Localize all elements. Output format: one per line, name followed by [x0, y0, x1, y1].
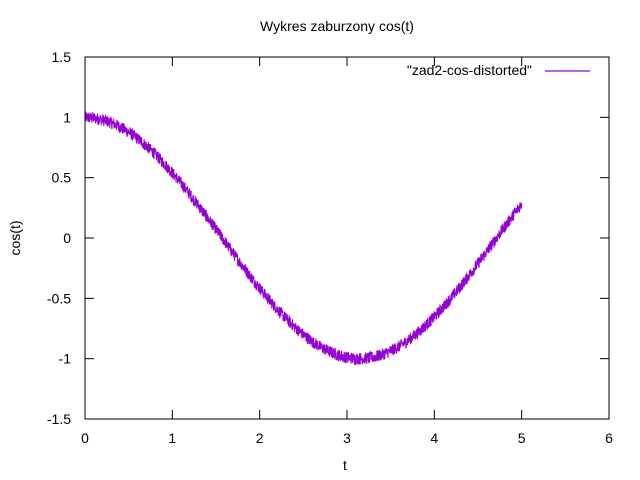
plot-frame	[84, 56, 610, 420]
y-tick-label: -1	[59, 351, 72, 367]
y-tick-label: 1.5	[52, 49, 72, 65]
data-point	[224, 240, 226, 243]
data-point	[468, 274, 470, 276]
data-point	[145, 145, 147, 147]
data-point	[451, 296, 453, 298]
legend-label: "zad2-cos-distorted"	[407, 62, 532, 78]
axis-ticks: 0 1 2 3 4 5 6 -1.5 -1 -0.5 0 0.5 1 1.5	[47, 49, 613, 446]
data-point	[425, 325, 427, 327]
data-point	[250, 276, 252, 278]
data-point	[442, 306, 444, 308]
data-point	[276, 308, 278, 310]
data-point	[128, 131, 130, 133]
data-point	[110, 122, 112, 124]
data-point	[93, 117, 95, 119]
data-point	[320, 346, 322, 348]
data-point	[136, 137, 138, 140]
data-point	[189, 193, 191, 195]
data-point	[416, 332, 418, 335]
data-point	[372, 356, 374, 358]
data-point	[503, 226, 505, 229]
data-point	[197, 205, 200, 207]
y-tick-label: 0.5	[52, 170, 72, 186]
data-point	[407, 339, 409, 341]
data-point	[259, 287, 261, 289]
data-point	[241, 264, 243, 266]
y-tick-label: -1.5	[47, 411, 71, 427]
data-point	[398, 345, 400, 347]
y-axis-label: cos(t)	[7, 221, 23, 256]
data-point	[363, 357, 366, 360]
series-0	[84, 111, 523, 366]
data-point	[311, 340, 313, 343]
legend: "zad2-cos-distorted"	[407, 62, 590, 78]
x-tick-label: 6	[605, 430, 613, 446]
data-point	[494, 238, 497, 241]
data-point	[512, 214, 514, 217]
data-point	[101, 119, 104, 121]
data-point	[459, 285, 462, 287]
data-point	[206, 216, 208, 219]
chart-title: Wykres zaburzony cos(t)	[260, 18, 414, 34]
data-point	[381, 354, 383, 356]
data-point	[171, 172, 173, 174]
data-point	[390, 350, 392, 352]
data-point	[477, 262, 479, 265]
y-tick-label: -0.5	[47, 290, 71, 306]
data-point	[180, 182, 182, 184]
data-point	[154, 153, 156, 155]
data-point	[267, 298, 269, 300]
x-tick-label: 1	[168, 430, 176, 446]
x-tick-label: 2	[256, 430, 264, 446]
x-tick-label: 5	[518, 430, 526, 446]
data-point	[294, 326, 296, 328]
data-point	[337, 354, 339, 356]
data-point	[328, 351, 331, 353]
data-point	[163, 162, 165, 164]
data-point	[433, 316, 435, 318]
data-point	[232, 252, 235, 255]
series-line	[84, 111, 523, 366]
data-point	[486, 250, 488, 253]
data-point	[355, 357, 357, 360]
x-tick-label: 0	[81, 430, 89, 446]
data-point	[285, 317, 287, 319]
x-axis-label: t	[343, 457, 347, 473]
x-tick-label: 3	[343, 430, 351, 446]
data-point	[346, 356, 348, 359]
data-point	[521, 203, 523, 205]
data-point	[302, 334, 304, 336]
y-tick-label: 1	[63, 109, 71, 125]
data-point	[119, 126, 121, 128]
y-tick-label: 0	[63, 230, 71, 246]
x-tick-label: 4	[430, 430, 438, 446]
data-point	[215, 228, 217, 231]
series-layer	[84, 111, 523, 366]
